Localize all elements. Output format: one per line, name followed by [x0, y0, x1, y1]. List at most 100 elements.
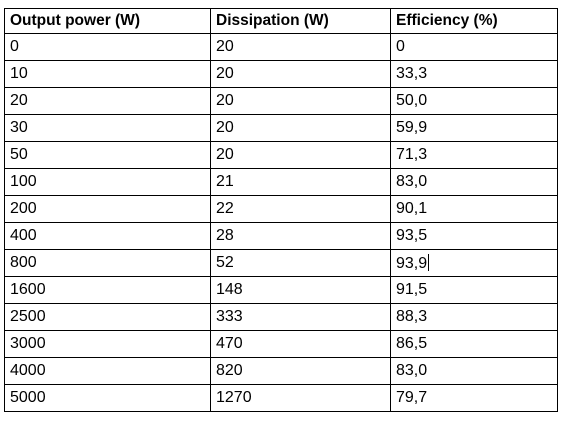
cell-value: 33,3 — [396, 65, 428, 82]
cell-value: 91,5 — [396, 281, 428, 298]
dissipation-cell[interactable]: 52 — [210, 249, 391, 277]
efficiency-cell[interactable]: 93,5 — [390, 222, 558, 250]
cell-value: 20 — [216, 65, 234, 82]
table-row: 0 20 0 — [4, 33, 558, 61]
table-row: 1600 148 91,5 — [4, 276, 558, 304]
dissipation-cell[interactable]: 21 — [210, 168, 391, 196]
cell-value: 50 — [10, 146, 28, 163]
table-row: 4000 820 83,0 — [4, 357, 558, 385]
efficiency-cell[interactable]: 50,0 — [390, 87, 558, 115]
cell-value: 333 — [216, 308, 243, 325]
table-row: 30 20 59,9 — [4, 114, 558, 142]
cell-value: 200 — [10, 200, 37, 217]
cell-value: 79,7 — [396, 389, 428, 406]
dissipation-cell[interactable]: 20 — [210, 33, 391, 61]
table-row: 20 20 50,0 — [4, 87, 558, 115]
efficiency-cell[interactable]: 83,0 — [390, 357, 558, 385]
cell-value: 5000 — [10, 389, 46, 406]
output-power-cell[interactable]: 800 — [4, 249, 211, 277]
cell-value: 93,9 — [396, 255, 428, 272]
cell-value: 28 — [216, 227, 234, 244]
efficiency-cell[interactable]: 59,9 — [390, 114, 558, 142]
dissipation-cell[interactable]: 28 — [210, 222, 391, 250]
cell-value: 30 — [10, 119, 28, 136]
dissipation-cell[interactable]: 22 — [210, 195, 391, 223]
output-power-cell[interactable]: 5000 — [4, 384, 211, 412]
table-body: 0 20 0 10 20 33,3 20 20 50,0 30 20 59,9 50 20 71,3 100 2… — [4, 33, 558, 412]
efficiency-cell[interactable]: 83,0 — [390, 168, 558, 196]
dissipation-cell[interactable]: 470 — [210, 330, 391, 358]
efficiency-cell[interactable]: 91,5 — [390, 276, 558, 304]
cell-value: 20 — [216, 38, 234, 55]
table-row: 400 28 93,5 — [4, 222, 558, 250]
cell-value: 20 — [216, 92, 234, 109]
efficiency-cell[interactable]: 90,1 — [390, 195, 558, 223]
efficiency-cell[interactable]: 0 — [390, 33, 558, 61]
output-power-cell[interactable]: 10 — [4, 60, 211, 88]
table-header: Output power (W) Dissipation (W) Efficie… — [4, 8, 558, 34]
dissipation-cell[interactable]: 1270 — [210, 384, 391, 412]
efficiency-cell[interactable]: 79,7 — [390, 384, 558, 412]
output-power-cell[interactable]: 400 — [4, 222, 211, 250]
cell-value: 83,0 — [396, 362, 428, 379]
cell-value: 800 — [10, 254, 37, 271]
cell-value: 820 — [216, 362, 243, 379]
output-power-cell[interactable]: 2500 — [4, 303, 211, 331]
power-efficiency-table: Output power (W) Dissipation (W) Efficie… — [4, 8, 558, 412]
cell-value: 90,1 — [396, 200, 428, 217]
efficiency-cell[interactable]: 86,5 — [390, 330, 558, 358]
efficiency-cell[interactable]: 88,3 — [390, 303, 558, 331]
table-row: 3000 470 86,5 — [4, 330, 558, 358]
cell-value: 470 — [216, 335, 243, 352]
cell-value: 88,3 — [396, 308, 428, 325]
output-power-cell[interactable]: 4000 — [4, 357, 211, 385]
cell-value: 20 — [216, 146, 234, 163]
cell-value: 20 — [216, 119, 234, 136]
cell-value: 93,5 — [396, 227, 428, 244]
output-power-cell[interactable]: 1600 — [4, 276, 211, 304]
cell-value: 71,3 — [396, 146, 428, 163]
cell-value: 59,9 — [396, 119, 428, 136]
cell-value: 100 — [10, 173, 37, 190]
cell-value: 10 — [10, 65, 28, 82]
header-row: Output power (W) Dissipation (W) Efficie… — [4, 8, 558, 34]
table-row: 10 20 33,3 — [4, 60, 558, 88]
table-row: 2500 333 88,3 — [4, 303, 558, 331]
output-power-cell[interactable]: 50 — [4, 141, 211, 169]
cell-value: 52 — [216, 254, 234, 271]
efficiency-cell[interactable]: 71,3 — [390, 141, 558, 169]
output-power-cell[interactable]: 0 — [4, 33, 211, 61]
cell-value: 22 — [216, 200, 234, 217]
table-row: 5000 1270 79,7 — [4, 384, 558, 412]
dissipation-cell[interactable]: 20 — [210, 87, 391, 115]
header-efficiency[interactable]: Efficiency (%) — [390, 8, 558, 34]
cell-value: 1600 — [10, 281, 46, 298]
dissipation-cell[interactable]: 20 — [210, 141, 391, 169]
cell-value: 4000 — [10, 362, 46, 379]
cell-value: 148 — [216, 281, 243, 298]
efficiency-cell[interactable]: 33,3 — [390, 60, 558, 88]
cell-value: 0 — [396, 38, 405, 55]
dissipation-cell[interactable]: 20 — [210, 60, 391, 88]
cell-value: 3000 — [10, 335, 46, 352]
cell-value: 20 — [10, 92, 28, 109]
header-dissipation[interactable]: Dissipation (W) — [210, 8, 391, 34]
efficiency-cell[interactable]: 93,9 — [390, 249, 558, 277]
text-cursor — [428, 254, 430, 271]
cell-value: 400 — [10, 227, 37, 244]
cell-value: 50,0 — [396, 92, 428, 109]
output-power-cell[interactable]: 100 — [4, 168, 211, 196]
cell-value: 21 — [216, 173, 234, 190]
cell-value: 2500 — [10, 308, 46, 325]
output-power-cell[interactable]: 30 — [4, 114, 211, 142]
output-power-cell[interactable]: 3000 — [4, 330, 211, 358]
output-power-cell[interactable]: 20 — [4, 87, 211, 115]
dissipation-cell[interactable]: 20 — [210, 114, 391, 142]
dissipation-cell[interactable]: 820 — [210, 357, 391, 385]
header-output-power[interactable]: Output power (W) — [4, 8, 211, 34]
dissipation-cell[interactable]: 333 — [210, 303, 391, 331]
dissipation-cell[interactable]: 148 — [210, 276, 391, 304]
table-row: 50 20 71,3 — [4, 141, 558, 169]
cell-value: 83,0 — [396, 173, 428, 190]
output-power-cell[interactable]: 200 — [4, 195, 211, 223]
